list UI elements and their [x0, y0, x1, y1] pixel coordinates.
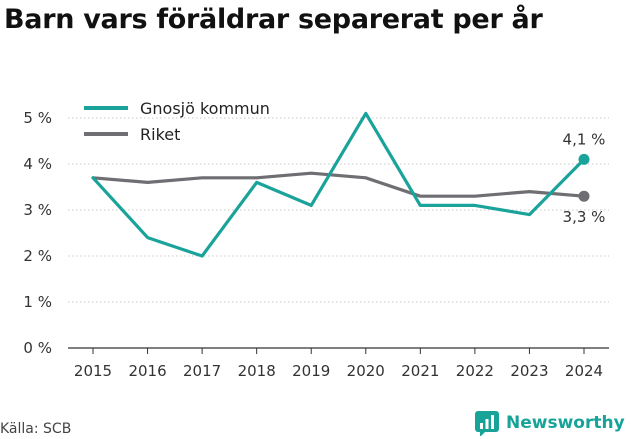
source-note: Källa: SCB	[0, 421, 72, 437]
series-line-gnosj-kommun	[91, 111, 586, 258]
series-lines: 4,1 % 3,3 %	[91, 111, 606, 258]
y-tick-label: 4 %	[23, 155, 52, 173]
legend-label: Riket	[140, 125, 180, 144]
end-value-label: 3,3 %	[563, 208, 606, 226]
x-tick-label: 2017	[183, 362, 221, 380]
legend: Gnosjö kommun Riket	[84, 99, 270, 144]
x-tick-label: 2023	[510, 362, 548, 380]
end-point-gnosj-kommun	[578, 153, 590, 165]
end-point-riket	[578, 190, 590, 202]
y-tick-label: 0 %	[23, 339, 52, 357]
grid-lines	[68, 117, 609, 349]
x-tick-label: 2019	[292, 362, 330, 380]
brand-name: Newsworthy	[506, 413, 625, 433]
y-tick-label: 1 %	[23, 293, 52, 311]
x-tick-label: 2016	[128, 362, 166, 380]
y-tick-label: 2 %	[23, 247, 52, 265]
brand-logo: Newsworthy	[474, 410, 625, 436]
x-axis-ticks: 2015 2016 2017 2018 2019 2020 2021 2022 2023 2024	[74, 348, 603, 380]
y-tick-label: 3 %	[23, 201, 52, 219]
y-tick-label: 5 %	[23, 109, 52, 127]
series-line-riket	[91, 171, 586, 198]
x-tick-label: 2015	[74, 362, 112, 380]
x-tick-label: 2021	[401, 362, 439, 380]
legend-label: Gnosjö kommun	[140, 99, 270, 118]
x-tick-label: 2018	[238, 362, 276, 380]
x-tick-label: 2022	[456, 362, 494, 380]
newsworthy-logo-icon	[475, 411, 499, 436]
chart-title: Barn vars föräldrar separerat per år	[4, 4, 543, 35]
x-tick-label: 2024	[565, 362, 603, 380]
x-tick-label: 2020	[347, 362, 385, 380]
y-axis-ticks: 0 % 1 % 2 % 3 % 4 % 5 %	[23, 109, 52, 357]
end-value-label: 4,1 %	[563, 130, 606, 148]
